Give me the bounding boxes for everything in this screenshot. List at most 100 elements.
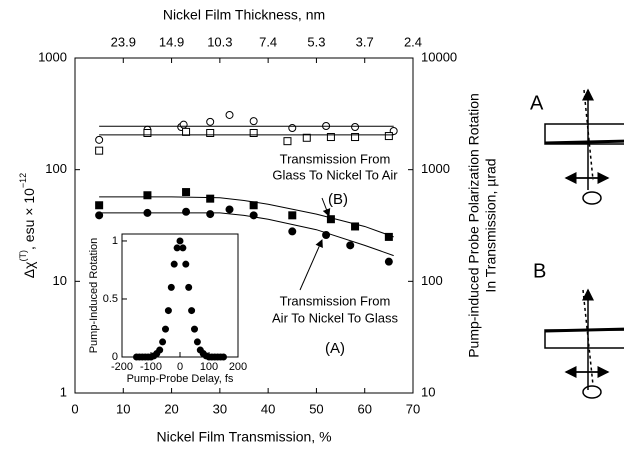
- marker: [249, 128, 258, 137]
- x-tick-label: 100: [200, 361, 218, 373]
- y2-tick-label: 1000: [421, 161, 450, 176]
- marker: [206, 194, 215, 203]
- marker: [206, 210, 215, 219]
- marker: [182, 188, 191, 197]
- y-axis-label-part: , esu × 10: [21, 188, 37, 250]
- y2-tick-label: 10000: [421, 49, 457, 64]
- annotation: (A): [325, 340, 345, 357]
- marker: [288, 227, 297, 236]
- y-tick-label: 1: [60, 384, 67, 399]
- x-tick-label: 0: [177, 361, 183, 373]
- marker: [351, 123, 360, 132]
- annotation: (B): [328, 191, 348, 208]
- marker: [182, 260, 190, 268]
- marker: [220, 353, 227, 361]
- marker: [170, 260, 178, 268]
- marker: [143, 128, 152, 137]
- marker: [182, 127, 191, 136]
- x-tick-label: 30: [213, 401, 227, 416]
- plot-frame: [121, 233, 239, 358]
- annotation-arrow: [299, 239, 323, 291]
- x2-tick-label: 3.7: [356, 34, 374, 49]
- y-tick-label: 0.5: [103, 293, 118, 305]
- x2-tick-label: 14.9: [159, 34, 184, 49]
- marker: [302, 133, 311, 142]
- x-tick-label: 200: [229, 361, 247, 373]
- diagram-label: B: [533, 260, 546, 282]
- x2-tick-label: 23.9: [111, 34, 136, 49]
- marker: [384, 132, 393, 141]
- y-axis-label: Δχ(T), esu × 10−12: [18, 173, 36, 278]
- marker: [326, 133, 335, 142]
- marker: [225, 110, 234, 119]
- y-axis-label-part: (T): [18, 250, 28, 262]
- y2-tick-label: 100: [421, 273, 443, 288]
- diagram-b: [544, 288, 624, 399]
- marker: [156, 346, 164, 354]
- y2-axis-label: In Transmission, µrad: [483, 158, 499, 292]
- x2-tick-label: 5.3: [307, 34, 325, 49]
- marker: [288, 211, 297, 220]
- x-axis-label: Nickel Film Transmission, %: [156, 429, 331, 445]
- marker: [176, 237, 184, 245]
- annotation-arrow: [321, 197, 331, 217]
- marker: [206, 128, 215, 137]
- y-axis-label: Pump-Induced Rotation: [88, 238, 100, 354]
- marker: [159, 338, 167, 346]
- x2-tick-label: 10.3: [207, 34, 232, 49]
- marker: [185, 283, 193, 291]
- y-axis-label-part: −12: [18, 173, 28, 188]
- marker: [95, 146, 104, 155]
- marker: [95, 211, 104, 220]
- fit-line: [99, 212, 394, 257]
- x-tick-label: 40: [261, 401, 275, 416]
- marker: [167, 283, 175, 291]
- y-tick-label: 100: [45, 161, 67, 176]
- marker: [249, 117, 258, 126]
- x-tick-label: 20: [164, 401, 178, 416]
- marker: [351, 222, 360, 231]
- marker: [95, 201, 104, 210]
- marker: [179, 120, 188, 129]
- marker: [288, 124, 297, 133]
- marker: [206, 117, 215, 126]
- marker: [173, 244, 181, 252]
- x-axis-label: Pump-Probe Delay, fs: [127, 373, 234, 385]
- y2-tick-label: 10: [421, 384, 435, 399]
- marker: [179, 244, 187, 252]
- x-tick-label: 10: [116, 401, 130, 416]
- y-tick-label: 1000: [38, 49, 67, 64]
- y-tick-label: 1: [112, 235, 118, 247]
- x-tick-label: 70: [406, 401, 420, 416]
- y-tick-label: 0: [112, 351, 118, 363]
- diagram-a: [544, 88, 624, 205]
- fit-line: [99, 196, 394, 238]
- x-tick-label: 60: [357, 401, 371, 416]
- x-tick-label: 0: [71, 401, 78, 416]
- marker: [346, 241, 355, 250]
- marker: [162, 325, 169, 333]
- plot-frame: [74, 57, 414, 394]
- y2-axis-label: Pump-induced Probe Polarization Rotation: [466, 93, 482, 358]
- x-tick-label: -100: [140, 361, 162, 373]
- annotation: Glass To Nickel To Air: [272, 167, 398, 182]
- marker: [193, 338, 201, 346]
- marker: [143, 191, 152, 200]
- annotation: Air To Nickel To Glass: [272, 310, 398, 325]
- marker: [182, 207, 191, 216]
- marker: [283, 137, 292, 146]
- marker: [351, 133, 360, 142]
- y-tick-label: 10: [53, 273, 67, 288]
- marker: [188, 307, 196, 315]
- x-tick-label: 50: [309, 401, 323, 416]
- annotation: Transmission From: [280, 293, 391, 308]
- x2-tick-label: 2.4: [404, 34, 422, 49]
- marker: [95, 135, 104, 144]
- marker: [225, 205, 234, 214]
- x-tick-label: -200: [111, 361, 133, 373]
- marker: [384, 257, 393, 266]
- marker: [164, 307, 172, 315]
- x2-tick-label: 7.4: [259, 34, 277, 49]
- y-axis-label-part: Δχ: [21, 261, 37, 278]
